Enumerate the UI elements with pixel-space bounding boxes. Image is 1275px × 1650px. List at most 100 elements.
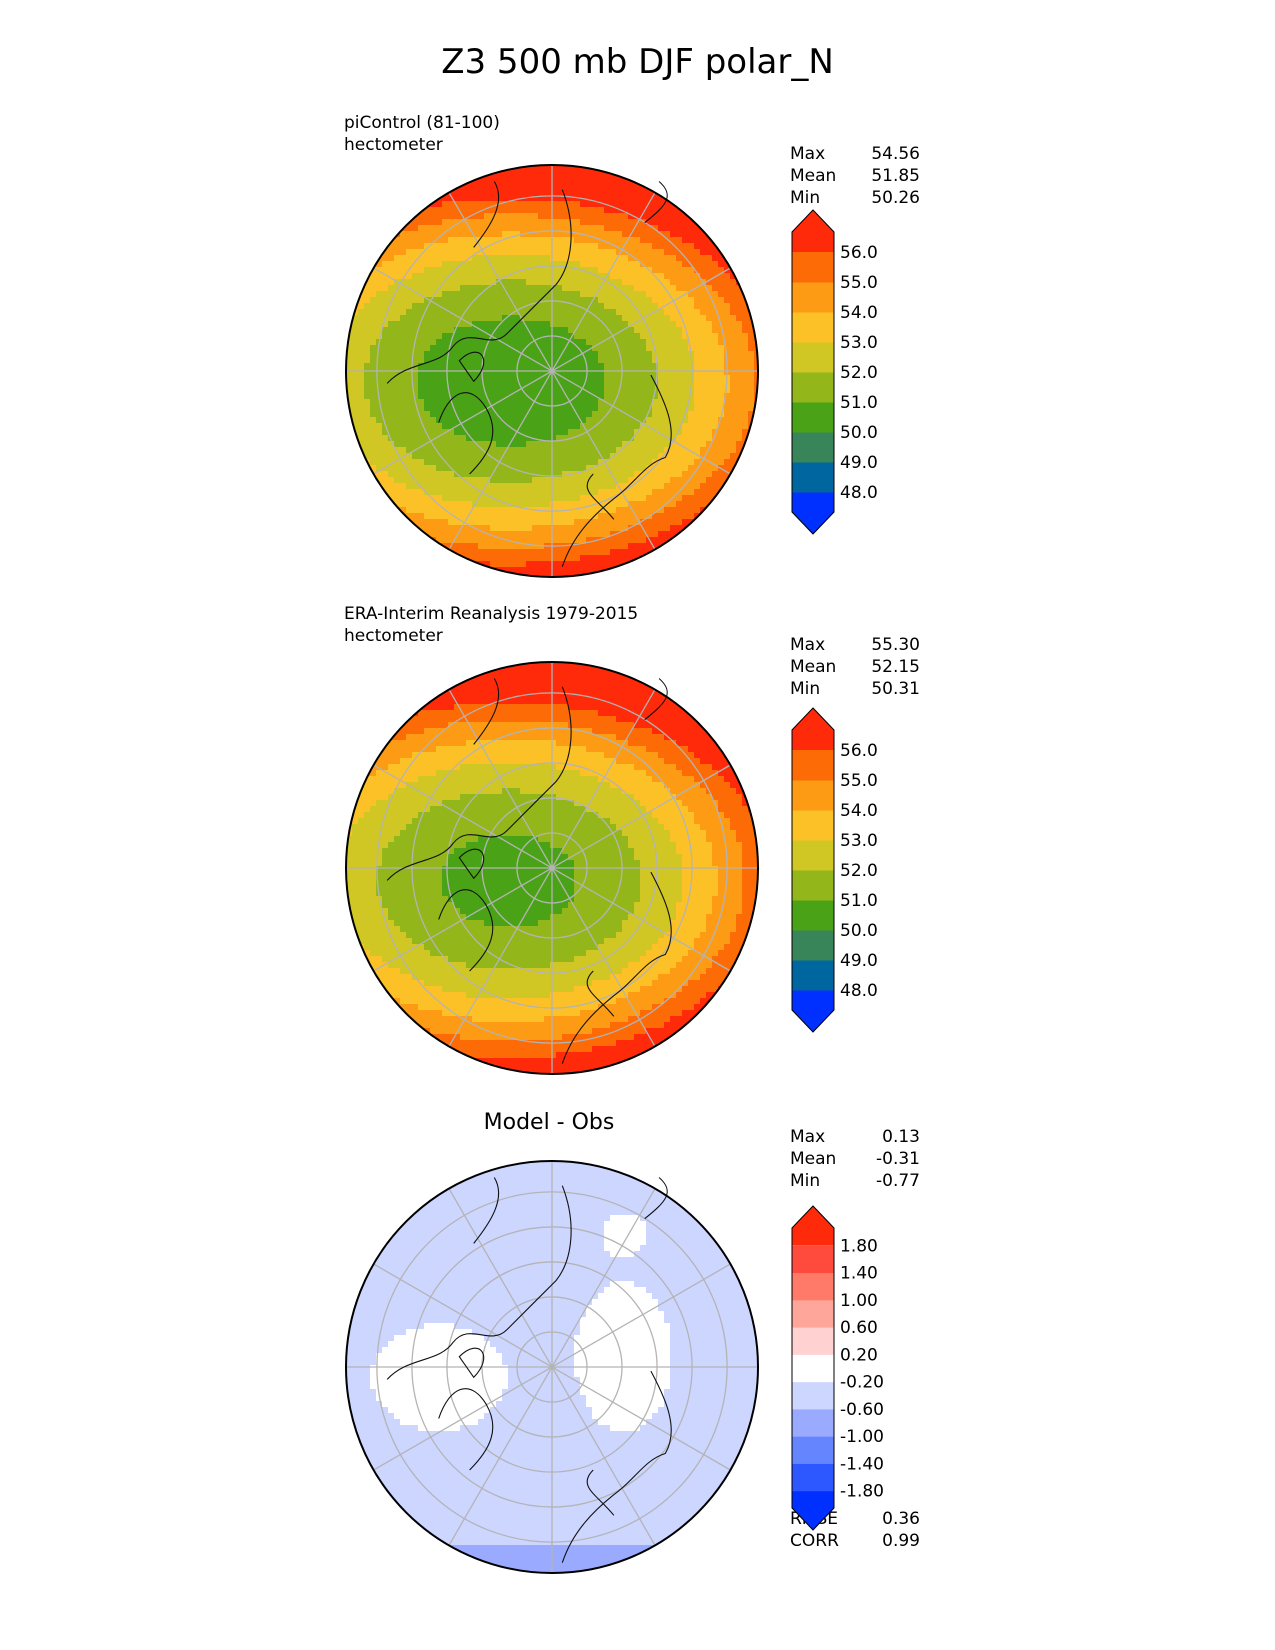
colorbar-segment: [792, 1299, 834, 1328]
colorbar-tick-label: 48.0: [840, 483, 878, 503]
colorbar-tick-label: 53.0: [840, 333, 878, 353]
colorbar-segment: [792, 1490, 834, 1530]
meridian: [373, 267, 731, 475]
colorbar-tick-label: -1.80: [840, 1482, 884, 1502]
map-boundary: [345, 164, 759, 578]
coastline: [644, 678, 668, 721]
coastline: [473, 181, 500, 248]
colorbar-tick-label: 52.0: [840, 363, 878, 383]
colorbar-tick-label: 56.0: [840, 243, 878, 263]
colorbar-tick-label: 54.0: [840, 801, 878, 821]
coastline: [458, 1347, 485, 1379]
colorbar-1: 48.0 49.0 50.0 51.0 52.0 53.0 54.0 55.0 56.0: [791, 209, 878, 535]
map-boundary: [345, 1160, 759, 1574]
colorbar-segment: [792, 252, 834, 283]
colorbar-tick-label: 55.0: [840, 771, 878, 791]
contour-fill: [346, 1161, 758, 1573]
panel3-min-label: Min: [790, 1171, 821, 1191]
colorbar-tick-label: 50.0: [840, 921, 878, 941]
colorbar-outline: [791, 209, 835, 535]
panel2-min-label: Min: [790, 679, 821, 699]
corr-value: 0.99: [882, 1531, 920, 1551]
colorbar-tick-label: 1.00: [840, 1291, 878, 1311]
panel3-max-value: 0.13: [882, 1127, 920, 1147]
coastline: [644, 181, 668, 224]
coastline: [586, 970, 615, 1017]
coastline: [473, 678, 500, 745]
coastlines: [386, 678, 672, 1064]
panel3-min-value: -0.77: [876, 1171, 920, 1191]
colorbar-tick-label: 55.0: [840, 273, 878, 293]
colorbar-segment: [792, 780, 834, 811]
panel1-mean-label: Mean: [790, 166, 837, 186]
coastline: [458, 848, 485, 880]
colorbar-segment: [792, 840, 834, 871]
colorbar-segment: [792, 372, 834, 403]
coastlines: [386, 181, 672, 567]
colorbar-segment: [792, 492, 834, 534]
panel1-mean-value: 51.85: [871, 166, 920, 186]
panel2-mean-value: 52.15: [871, 657, 920, 677]
colorbar-segment: [792, 312, 834, 343]
panel3-stats: Max 0.13 Mean -0.31 Min -0.77: [790, 1126, 920, 1192]
panel2-units: hectometer: [344, 626, 443, 646]
coastline: [458, 351, 485, 383]
meridian: [373, 764, 731, 972]
coastline: [386, 686, 572, 881]
corr-label: CORR: [790, 1531, 839, 1551]
coastline: [473, 1177, 500, 1244]
panel1-max-value: 54.56: [871, 144, 920, 164]
colorbar-segment: [792, 210, 834, 252]
panel3-title: Model - Obs: [483, 1110, 615, 1135]
panel2-label: ERA-Interim Reanalysis 1979-2015 hectome…: [344, 603, 638, 647]
panel3-max-label: Max: [790, 1127, 826, 1147]
colorbar-tick-label: 50.0: [840, 423, 878, 443]
colorbar-segment: [792, 1206, 834, 1246]
coastline: [438, 392, 494, 475]
panel2-max-label: Max: [790, 635, 826, 655]
panel3-mean-label: Mean: [790, 1149, 837, 1169]
graticule: [346, 1161, 758, 1573]
coastline: [586, 1469, 615, 1516]
colorbar-tick-label: 51.0: [840, 393, 878, 413]
colorbar-tick-label: 49.0: [840, 453, 878, 473]
coastline: [644, 1177, 668, 1220]
colorbar-segment: [792, 930, 834, 961]
colorbar-2: 48.0 49.0 50.0 51.0 52.0 53.0 54.0 55.0 56.0: [791, 707, 878, 1033]
colorbar-tick-label: 1.80: [840, 1236, 878, 1256]
graticule: [346, 165, 758, 577]
colorbar-tick-label: 52.0: [840, 861, 878, 881]
colorbar-tick-label: 0.60: [840, 1318, 878, 1338]
colorbar-tick-label: -0.20: [840, 1373, 884, 1393]
colorbar-tick-label: -0.60: [840, 1400, 884, 1420]
colorbar-3: -1.80 -1.40 -1.00 -0.60 -0.20 0.20 0.60 1.00 1.4…: [791, 1205, 884, 1531]
panel2-case-name: ERA-Interim Reanalysis 1979-2015: [344, 604, 639, 624]
coastlines: [386, 1177, 672, 1563]
colorbar-segment: [792, 462, 834, 493]
colorbar-tick-label: 1.40: [840, 1264, 878, 1284]
colorbar-outline: [791, 1205, 835, 1531]
colorbar-segment: [792, 1381, 834, 1410]
panel2-stats: Max 55.30 Mean 52.15 Min 50.31: [790, 634, 920, 700]
coastline: [586, 473, 615, 520]
colorbar-segment: [792, 870, 834, 901]
panel2-min-value: 50.31: [871, 679, 920, 699]
coastline: [386, 1185, 572, 1380]
coastline: [561, 871, 672, 1064]
colorbar-tick-label: -1.40: [840, 1454, 884, 1474]
colorbar-tick-label: 53.0: [840, 831, 878, 851]
panel2-mean-label: Mean: [790, 657, 837, 677]
panel1-min-value: 50.26: [871, 188, 920, 208]
colorbar-tick-label: 49.0: [840, 951, 878, 971]
panel1-units: hectometer: [344, 135, 443, 155]
map-boundary: [345, 661, 759, 1075]
colorbar-tick-label: -1.00: [840, 1427, 884, 1447]
colorbar-segment: [792, 990, 834, 1032]
colorbar-tick-label: 54.0: [840, 303, 878, 323]
panel3-mean-value: -0.31: [876, 1149, 920, 1169]
polar-map-2: 48.0 49.0 50.0 51.0 52.0 53.0 54.0 55.0 56.0: [345, 661, 878, 1075]
panel1-min-label: Min: [790, 188, 821, 208]
coastline: [561, 1370, 672, 1563]
panel1-stats: Max 54.56 Mean 51.85 Min 50.26: [790, 143, 920, 209]
panel1-max-label: Max: [790, 144, 826, 164]
